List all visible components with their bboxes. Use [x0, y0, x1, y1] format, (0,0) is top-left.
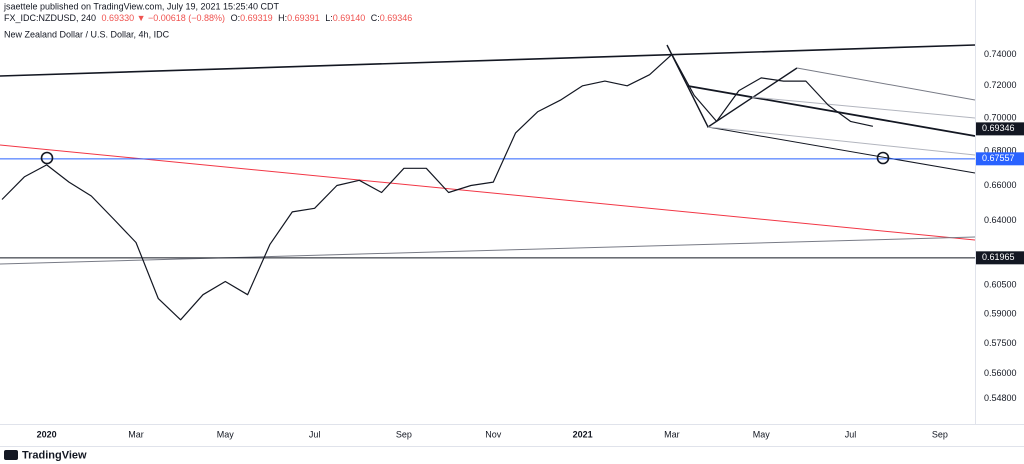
pitchfork-line	[707, 126, 976, 174]
y-tick-label: 0.74000	[984, 49, 1017, 59]
last-price-box	[976, 122, 1024, 136]
symbol-line: FX_IDC:NZDUSD, 240 0.69330 ▼ −0.00618 (−…	[4, 13, 412, 23]
ohlc-value: 0.69319	[240, 13, 273, 23]
y-tick-label: 0.68000	[984, 146, 1017, 156]
y-tick-label: 0.56000	[984, 368, 1017, 378]
levels	[0, 158, 975, 259]
x-tick-label: Sep	[396, 429, 412, 439]
marker-circle	[876, 151, 890, 165]
ohlc-label: C:	[371, 13, 380, 23]
x-tick-label: May	[753, 429, 771, 439]
pitchfork-line	[751, 96, 976, 119]
x-tick-label: Jul	[845, 429, 857, 439]
ohlc-label: O:	[231, 13, 241, 23]
y-tick-label: 0.66000	[984, 180, 1017, 190]
y-tick-label: 0.54800	[984, 393, 1017, 403]
y-tick-label: 0.72000	[984, 80, 1017, 90]
marker-circle	[40, 151, 54, 165]
price-label-box	[976, 152, 1024, 166]
symbol: FX_IDC:NZDUSD, 240	[4, 13, 96, 23]
price-line	[1, 53, 874, 321]
price-label: 0.61965	[982, 252, 1015, 262]
pitchfork-line	[707, 126, 976, 156]
author-line: jsaettele published on TradingView.com, …	[3, 1, 280, 11]
price-label: 0.67557	[982, 153, 1015, 163]
x-tick-label: Nov	[485, 429, 502, 439]
change: 0.69330 ▼ −0.00618 (−0.88%)	[102, 13, 226, 23]
price-label-box	[976, 251, 1024, 265]
y-tick-label: 0.59000	[984, 308, 1017, 318]
ohlc-label: H:	[278, 13, 287, 23]
ohlc-label: L:	[325, 13, 333, 23]
x-tick-label: Sep	[932, 429, 948, 439]
y-tick-label: 0.70000	[984, 112, 1017, 122]
trend-line	[0, 144, 976, 241]
brand: TradingView	[22, 449, 87, 461]
x-tick-label: Mar	[664, 429, 680, 439]
y-tick-label: 0.57500	[984, 338, 1017, 348]
x-tick-label: May	[217, 429, 235, 439]
x-tick-label: 2021	[573, 429, 593, 439]
pitchfork-line	[796, 67, 976, 101]
chart-title: New Zealand Dollar / U.S. Dollar, 4h, ID…	[4, 29, 170, 39]
x-tick-label: Mar	[128, 429, 144, 439]
y-tick-label: 0.60500	[984, 280, 1017, 290]
x-tick-label: Jul	[309, 429, 321, 439]
logo-icon	[4, 450, 18, 460]
trend-line	[0, 236, 976, 265]
ohlc-value: 0.69391	[287, 13, 320, 23]
y-tick-label: 0.64000	[984, 215, 1017, 225]
ohlc-value: 0.69346	[380, 13, 413, 23]
axes: 0.74000 0.72000 0.70000 0.68000 0.66000 0.640…	[37, 49, 1024, 439]
x-tick-label: 2020	[37, 429, 57, 439]
plot	[1, 53, 874, 321]
trend-line	[0, 44, 976, 77]
ohlc-value: 0.69140	[333, 13, 366, 23]
last-price-label: 0.69346	[982, 123, 1015, 133]
